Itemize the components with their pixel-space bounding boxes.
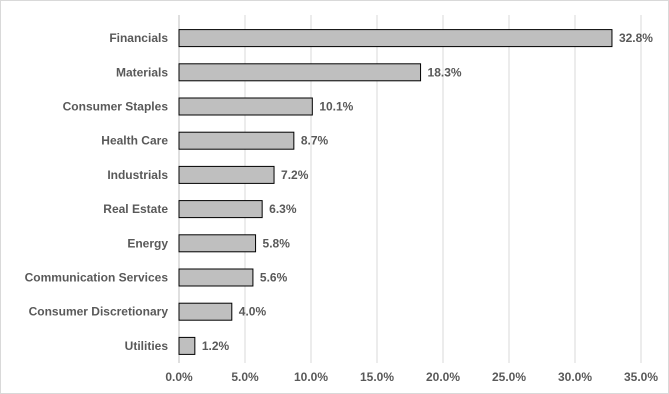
bar [178, 165, 275, 184]
data-label: 6.3% [269, 202, 297, 216]
x-tick-label: 15.0% [360, 370, 394, 384]
data-label: 7.2% [281, 168, 309, 182]
bar [178, 336, 196, 355]
bar [178, 200, 263, 219]
bar [178, 234, 257, 253]
x-axis-ticks: 0.0% 5.0% 10.0% 15.0% 20.0% 25.0% 30.0% 35.0% [165, 370, 658, 384]
bar [178, 97, 313, 116]
bar [178, 29, 613, 48]
data-label: 10.1% [319, 100, 353, 114]
data-label: 18.3% [428, 65, 462, 79]
x-tick-label: 10.0% [294, 370, 328, 384]
x-tick-label: 20.0% [426, 370, 460, 384]
data-label: 4.0% [239, 305, 267, 319]
data-label: 8.7% [301, 134, 329, 148]
category-label: Communication Services [25, 271, 169, 285]
category-label: Consumer Discretionary [29, 305, 169, 319]
data-label: 32.8% [619, 31, 653, 45]
category-label: Materials [116, 65, 168, 79]
x-tick-label: 30.0% [558, 370, 592, 384]
category-label: Utilities [125, 339, 169, 353]
bar [178, 302, 233, 321]
category-label: Industrials [107, 168, 168, 182]
bar [178, 63, 422, 82]
x-tick-label: 35.0% [624, 370, 658, 384]
data-label: 5.8% [263, 236, 291, 250]
category-label: Consumer Staples [63, 100, 169, 114]
bar [178, 268, 254, 287]
category-label: Financials [109, 31, 168, 45]
x-tick-label: 5.0% [231, 370, 259, 384]
category-labels: Financials Materials Consumer Staples Healt… [25, 31, 169, 353]
bars [178, 29, 613, 355]
category-label: Health Care [101, 134, 168, 148]
data-label: 1.2% [202, 339, 230, 353]
data-labels: 32.8% 18.3% 10.1% 8.7% 7.2% 6.3% 5.8% 5.6% 4.0% 1… [202, 31, 653, 353]
category-label: Real Estate [103, 202, 168, 216]
category-label: Energy [127, 236, 168, 250]
data-label: 5.6% [260, 271, 288, 285]
x-tick-label: 25.0% [492, 370, 526, 384]
x-tick-label: 0.0% [165, 370, 193, 384]
bar [178, 131, 295, 150]
